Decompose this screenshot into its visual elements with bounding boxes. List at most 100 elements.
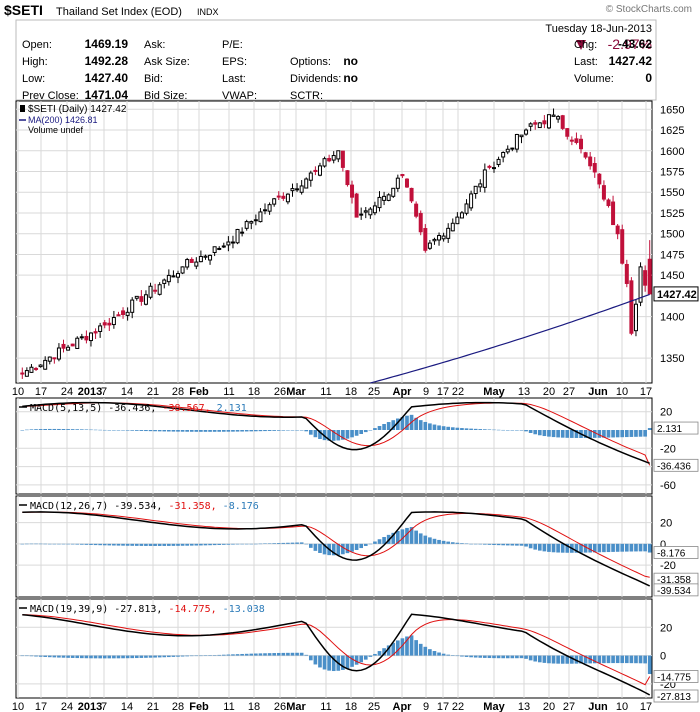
candle-body <box>437 235 442 241</box>
x-tick-label: 7 <box>101 701 107 712</box>
macd-histogram-bar <box>43 428 48 430</box>
macd-histogram-bar <box>382 423 386 430</box>
macd-histogram-bar <box>25 429 29 431</box>
macd-histogram-bar <box>473 655 478 658</box>
macd-histogram-bar <box>391 532 396 544</box>
macd-histogram-bar <box>414 417 418 430</box>
quote-value: no <box>343 71 358 85</box>
macd-histogram-bar <box>189 543 194 546</box>
macd-histogram-bar <box>240 543 244 545</box>
macd-histogram-bar <box>231 654 235 656</box>
macd-histogram-bar <box>602 655 606 664</box>
macd-histogram-bar <box>423 535 428 544</box>
quote-label: Options: <box>290 56 331 68</box>
candle-body <box>414 203 419 217</box>
candle-body <box>368 208 373 216</box>
candle-body <box>418 213 423 233</box>
macd-histogram-bar <box>254 543 258 545</box>
macd-histogram-bar <box>276 430 281 431</box>
macd-histogram-bar <box>38 655 43 657</box>
y-tick-label: 20 <box>660 622 672 634</box>
macd-histogram-bar <box>281 542 286 544</box>
macd-histogram-bar <box>519 655 524 659</box>
macd-histogram-bar <box>295 430 299 431</box>
macd-histogram-bar <box>606 655 611 664</box>
macd-histogram-bar <box>391 642 396 656</box>
y-tick-label: 1600 <box>660 146 684 158</box>
macd-histogram-bar <box>254 430 258 432</box>
macd-histogram-bar <box>611 655 615 664</box>
macd-histogram-bar <box>231 430 235 432</box>
macd-histogram-bar <box>139 430 144 431</box>
candle-body <box>450 222 455 232</box>
candle-body <box>427 242 432 249</box>
macd-histogram-bar <box>290 652 295 656</box>
macd-value-label: -27.813 <box>657 692 691 703</box>
macd-histogram-bar <box>615 655 620 664</box>
x-tick-label: 28 <box>172 386 184 398</box>
candle-body <box>47 356 52 362</box>
macd-histogram-bar <box>560 655 565 664</box>
macd-histogram-bar <box>102 543 107 546</box>
macd-value-label: -14.775 <box>657 672 691 683</box>
macd-histogram-bar <box>89 429 93 431</box>
candle-body <box>597 173 602 185</box>
macd-histogram-bar <box>25 655 29 657</box>
candle-body <box>514 133 519 150</box>
macd-value-label: -8.176 <box>657 549 686 560</box>
candle-body <box>299 185 304 193</box>
macd-histogram-bar <box>116 543 121 546</box>
macd-histogram-bar <box>331 430 336 441</box>
candle-body <box>482 169 487 188</box>
macd-histogram-bar <box>496 655 501 659</box>
quote-value: no <box>343 54 358 68</box>
macd-histogram-bar <box>647 428 652 430</box>
macd-histogram-bar <box>570 430 574 438</box>
candle-body <box>592 163 597 173</box>
macd-histogram-bar <box>258 543 263 545</box>
macd-histogram-bar <box>464 543 469 545</box>
macd-histogram-bar <box>560 430 565 438</box>
candle-body <box>519 134 524 138</box>
macd-histogram-bar <box>52 655 57 658</box>
macd-histogram-bar <box>322 655 327 670</box>
candle-body <box>546 114 551 129</box>
macd-histogram-bar <box>221 430 226 432</box>
x-tick-label: 7 <box>101 386 107 398</box>
macd-histogram-bar <box>157 655 162 658</box>
candle-body <box>253 219 258 222</box>
macd-histogram-bar <box>180 543 185 546</box>
macd-histogram-bar <box>66 655 70 658</box>
candle-body <box>404 178 409 188</box>
macd-histogram-bar <box>579 543 583 553</box>
macd-histogram-bar <box>171 655 176 657</box>
macd-histogram-bar <box>492 655 496 659</box>
candle-body <box>331 155 336 161</box>
macd-histogram-bar <box>405 527 409 544</box>
macd-histogram-bar <box>167 543 171 546</box>
macd-histogram-bar <box>217 430 222 432</box>
candle-body <box>345 170 350 186</box>
quote-value: 1427.40 <box>85 71 129 85</box>
macd-histogram-bar <box>373 428 377 430</box>
macd-histogram-bar <box>574 543 579 553</box>
macd-histogram-bar <box>350 543 354 552</box>
macd-histogram-bar <box>130 543 135 546</box>
macd-histogram-bar <box>176 543 180 546</box>
candle-body <box>377 196 382 209</box>
x-tick-label: 21 <box>147 701 159 712</box>
macd-histogram-bar <box>528 430 533 433</box>
macd-histogram-bar <box>354 655 359 665</box>
x-tick-label: Mar <box>286 701 306 712</box>
candle-body <box>88 332 93 342</box>
macd-histogram-bar <box>638 543 643 552</box>
x-tick-label: Apr <box>393 386 413 398</box>
macd-histogram-bar <box>336 543 341 555</box>
quote-label: SCTR: <box>290 90 323 102</box>
y-tick-label: -20 <box>660 443 676 455</box>
candle-body <box>43 359 48 370</box>
macd-histogram-bar <box>428 537 432 544</box>
macd-histogram-bar <box>52 428 57 430</box>
candle-body <box>551 114 556 117</box>
